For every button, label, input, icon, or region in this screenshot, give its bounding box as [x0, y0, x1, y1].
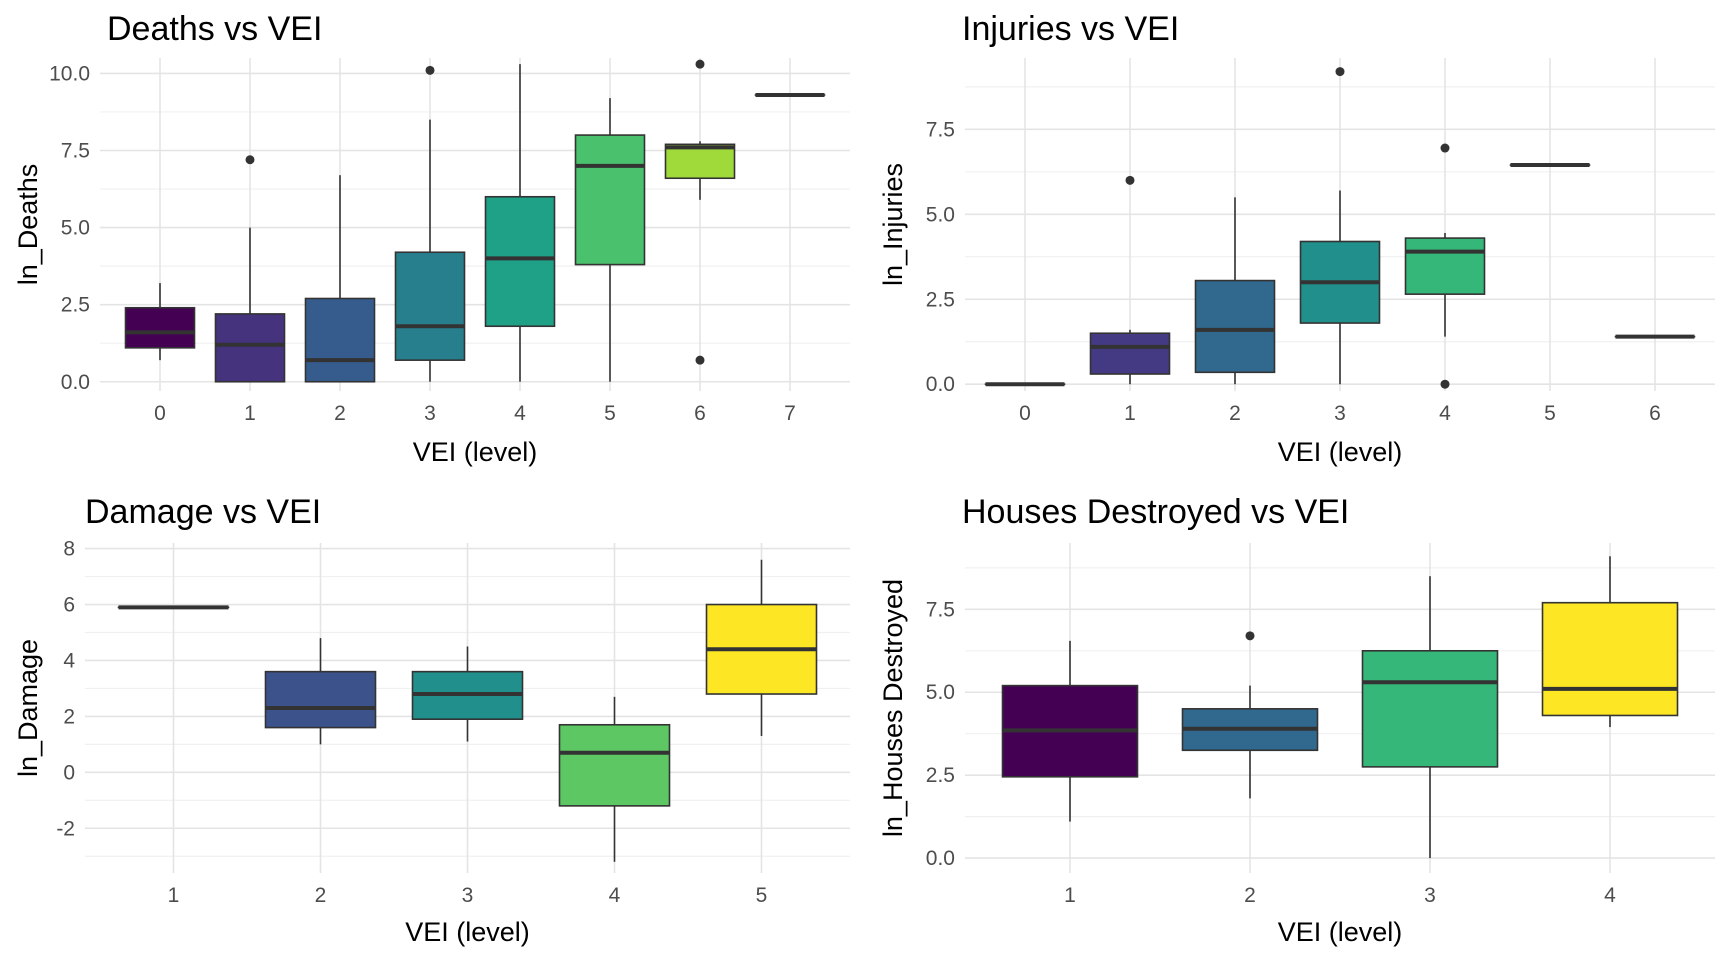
outlier-point: [426, 66, 435, 75]
y-tick-label: -2: [56, 817, 75, 840]
iqr-box: [1363, 651, 1498, 767]
outlier-point: [696, 60, 705, 69]
y-tick-label: 4: [63, 649, 75, 672]
iqr-box: [560, 725, 670, 806]
x-tick-label: 4: [1439, 402, 1451, 425]
box-vei-1: [1003, 641, 1138, 822]
y-tick-label: 8: [63, 538, 75, 561]
x-tick-label: 7: [784, 402, 796, 425]
x-tick-label: 4: [609, 884, 621, 907]
y-tick-label: 5.0: [61, 217, 90, 240]
iqr-box: [396, 252, 465, 360]
outlier-point: [1441, 380, 1450, 389]
x-tick-label: 5: [1544, 402, 1556, 425]
x-tick-label: 4: [514, 402, 526, 425]
y-tick-label: 5.0: [926, 681, 955, 704]
x-tick-label: 4: [1604, 884, 1616, 907]
panel-title: Injuries vs VEI: [962, 10, 1179, 48]
x-tick-label: 0: [1019, 402, 1031, 425]
x-axis-label: VEI (level): [405, 917, 530, 947]
y-tick-label: 2: [63, 705, 75, 728]
box-vei-5: [707, 560, 817, 736]
panel-title: Houses Destroyed vs VEI: [962, 493, 1349, 531]
iqr-box: [266, 672, 376, 728]
box-vei-0: [126, 283, 195, 360]
y-tick-label: 7.5: [61, 140, 90, 163]
x-tick-label: 3: [1424, 884, 1436, 907]
y-tick-label: 2.5: [61, 294, 90, 317]
y-tick-label: 0.0: [61, 371, 90, 394]
iqr-box: [666, 144, 735, 178]
outlier-point: [1246, 631, 1255, 640]
x-tick-label: 6: [694, 402, 706, 425]
y-tick-label: 0.0: [926, 847, 955, 870]
x-axis-label: VEI (level): [413, 437, 538, 467]
panel-injuries: 0.0 2.5 5.0 7.5 0 1 2 3 4 5 6 Injuries vs VEI VEI (l…: [878, 10, 1715, 467]
x-tick-label: 1: [168, 884, 180, 907]
x-tick-label: 0: [154, 402, 166, 425]
x-tick-label: 2: [1244, 884, 1256, 907]
y-tick-label: 5.0: [926, 203, 955, 226]
x-tick-label: 2: [334, 402, 346, 425]
panel-houses: 0.0 2.5 5.0 7.5 1 2 3 4 Houses Destroyed vs VEI V…: [878, 493, 1715, 947]
box-vei-2: [1196, 197, 1275, 384]
panel-deaths: 0.0 2.5 5.0 7.5 10.0 0 1 2 3 4 5 6 7 Deaths vs VEI VEI…: [13, 10, 850, 467]
panel-damage: -2 0 2 4 6 8 1 2 3 4 5 Damage vs VEI VEI (level) ln_D…: [13, 493, 850, 947]
y-tick-label: 0: [63, 761, 75, 784]
outlier-point: [1126, 176, 1135, 185]
x-tick-label: 1: [244, 402, 256, 425]
y-tick-label: 6: [63, 594, 75, 617]
x-axis-label: VEI (level): [1278, 437, 1403, 467]
outlier-point: [246, 155, 255, 164]
iqr-box: [486, 197, 555, 327]
x-axis-label: VEI (level): [1278, 917, 1403, 947]
outlier-point: [1441, 144, 1450, 153]
box-vei-2: [306, 175, 375, 382]
iqr-box: [576, 135, 645, 264]
box-vei-4: [560, 697, 670, 862]
y-axis-label: ln_Houses Destroyed: [878, 579, 908, 837]
y-tick-label: 2.5: [926, 764, 955, 787]
y-tick-label: 0.0: [926, 373, 955, 396]
y-tick-label: 10.0: [49, 62, 90, 85]
panel-title: Deaths vs VEI: [107, 10, 322, 48]
iqr-box: [216, 314, 285, 382]
iqr-box: [126, 308, 195, 348]
x-tick-label: 3: [424, 402, 436, 425]
y-axis-label: ln_Damage: [13, 639, 43, 777]
box-vei-5: [576, 98, 645, 382]
box-vei-2: [266, 638, 376, 744]
iqr-box: [1091, 333, 1170, 374]
x-tick-label: 2: [315, 884, 327, 907]
x-tick-label: 5: [604, 402, 616, 425]
x-tick-label: 1: [1124, 402, 1136, 425]
y-tick-label: 7.5: [926, 118, 955, 141]
outlier-point: [696, 356, 705, 365]
iqr-box: [1196, 281, 1275, 373]
panel-title: Damage vs VEI: [85, 493, 321, 531]
iqr-box: [1543, 603, 1678, 716]
x-tick-label: 2: [1229, 402, 1241, 425]
iqr-box: [1406, 238, 1485, 294]
box-vei-3: [1363, 576, 1498, 858]
x-tick-label: 1: [1064, 884, 1076, 907]
x-tick-label: 5: [756, 884, 768, 907]
iqr-box: [306, 299, 375, 382]
x-tick-label: 3: [1334, 402, 1346, 425]
y-axis-label: ln_Injuries: [878, 163, 908, 286]
y-axis-label: ln_Deaths: [13, 164, 43, 286]
box-vei-4: [1543, 556, 1678, 727]
x-tick-label: 6: [1649, 402, 1661, 425]
y-tick-label: 2.5: [926, 288, 955, 311]
outlier-point: [1336, 67, 1345, 76]
x-tick-label: 3: [462, 884, 474, 907]
y-tick-label: 7.5: [926, 598, 955, 621]
